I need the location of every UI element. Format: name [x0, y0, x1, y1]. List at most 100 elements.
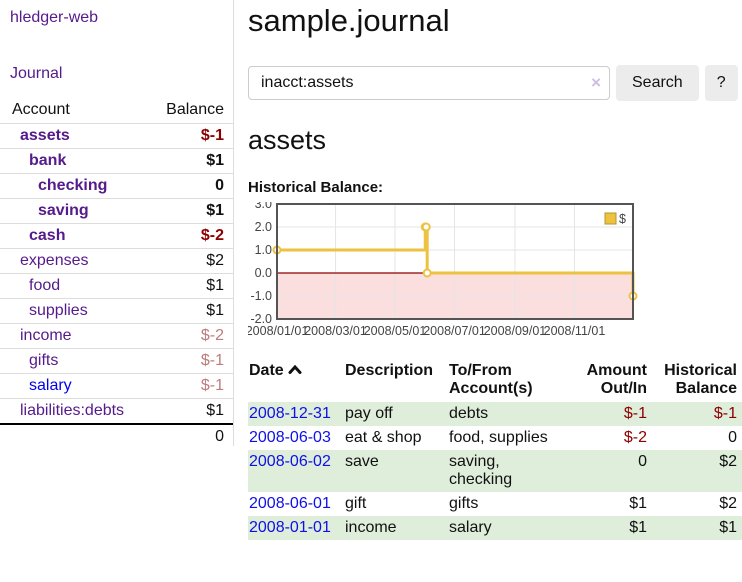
account-row: saving $1 [0, 198, 233, 224]
account-row: checking 0 [0, 173, 233, 199]
svg-text:2008/01/01: 2008/01/01 [248, 324, 308, 338]
transaction-description: income [345, 519, 397, 536]
svg-text:1.0: 1.0 [255, 243, 272, 257]
svg-text:-2.0: -2.0 [250, 312, 272, 326]
app-title-link[interactable]: hledger-web [10, 9, 99, 26]
account-row: bank $1 [0, 148, 233, 174]
accounts-header-row: Account Balance [0, 98, 233, 124]
transaction-amount: $-1 [623, 405, 647, 422]
account-link[interactable]: bank [29, 152, 67, 169]
legend-label: $ [619, 212, 626, 226]
account-balance: $2 [142, 248, 233, 274]
transaction-amount: 0 [638, 453, 647, 470]
account-link[interactable]: gifts [29, 352, 59, 369]
search-button[interactable]: Search [616, 65, 699, 101]
account-link[interactable]: checking [38, 177, 108, 194]
help-button[interactable]: ? [704, 65, 738, 101]
chart-title: Historical Balance: [248, 179, 384, 196]
transaction-description: gift [345, 495, 367, 512]
transaction-date-link[interactable]: 2008-12-31 [249, 405, 331, 422]
svg-text:2008/11/01: 2008/11/01 [544, 324, 606, 338]
accounts-table: Account Balance assets $-1 bank $1 checking 0… [0, 98, 233, 449]
transaction-date-link[interactable]: 2008-01-01 [249, 519, 331, 536]
data-point-marker [421, 222, 431, 232]
transaction-balance: $2 [719, 495, 737, 512]
account-row: gifts $-1 [0, 348, 233, 374]
register-table: Date Description To/From Account(s) Amount … [248, 360, 742, 540]
account-balance: $-1 [142, 373, 233, 399]
register-header-description: Description [345, 362, 434, 379]
account-link[interactable]: liabilities:debts [20, 402, 125, 419]
transaction-amount: $-2 [623, 429, 647, 446]
account-balance: $1 [142, 398, 233, 425]
account-row: liabilities:debts $1 [0, 398, 233, 425]
svg-text:0.0: 0.0 [255, 266, 272, 280]
account-row: supplies $1 [0, 298, 233, 324]
transaction-balance: $2 [719, 453, 737, 470]
account-balance: $-2 [142, 223, 233, 249]
account-balance: $-1 [142, 123, 233, 149]
transaction-balance: $1 [719, 519, 737, 536]
register-header-date[interactable]: Date [248, 360, 344, 402]
sidebar-item-journal[interactable]: Journal [10, 65, 63, 82]
transaction-accounts: saving, checking [449, 453, 513, 488]
register-row: 2008-06-01 gift gifts $1 $2 [248, 492, 742, 516]
transaction-date-link[interactable]: 2008-06-02 [249, 453, 331, 470]
balance-chart[interactable]: 3.0 2.0 1.0 0.0 -1.0 -2.0 2008/01/01 2008/03/01… [248, 202, 742, 344]
accounts-table-body: assets $-1 bank $1 checking 0 saving $1 cash $-2 e… [0, 123, 233, 425]
register-row: 2008-06-03 eat & shop food, supplies $-2 0 [248, 426, 742, 450]
transaction-balance: 0 [728, 429, 737, 446]
account-link[interactable]: saving [38, 202, 89, 219]
transaction-amount: $1 [629, 519, 647, 536]
account-link[interactable]: supplies [29, 302, 88, 319]
account-balance: $1 [142, 198, 233, 224]
transaction-accounts: debts [449, 405, 489, 422]
account-balance: 0 [142, 173, 233, 199]
accounts-total-balance: 0 [142, 423, 233, 449]
transaction-accounts: salary [449, 519, 492, 536]
account-link[interactable]: food [29, 277, 61, 294]
account-row: expenses $2 [0, 248, 233, 274]
register-header-row: Date Description To/From Account(s) Amount … [248, 360, 742, 402]
register-header-historical-balance: Historical Balance [664, 362, 737, 397]
accounts-total-row: 0 [0, 423, 233, 449]
account-balance: $1 [142, 298, 233, 324]
account-row: assets $-1 [0, 123, 233, 149]
account-link[interactable]: expenses [20, 252, 89, 269]
sort-asc-icon [288, 365, 302, 374]
account-heading: assets [248, 125, 327, 155]
svg-text:2008/05/01: 2008/05/01 [364, 324, 427, 338]
register-row: 2008-06-02 save saving, checking 0 $2 [248, 450, 742, 492]
transaction-description: pay off [345, 405, 393, 422]
account-row: income $-2 [0, 323, 233, 349]
register-row: 2008-12-31 pay off debts $-1 $-1 [248, 402, 742, 426]
transaction-amount: $1 [629, 495, 647, 512]
account-row: food $1 [0, 273, 233, 299]
search-input[interactable] [248, 66, 610, 100]
main-content: sample.journal × Search ? assets Histori… [248, 0, 742, 540]
transaction-accounts: gifts [449, 495, 479, 512]
svg-text:-1.0: -1.0 [250, 289, 272, 303]
data-point-marker [422, 268, 432, 278]
account-row: cash $-2 [0, 223, 233, 249]
account-balance: $-2 [142, 323, 233, 349]
clear-search-icon[interactable]: × [591, 73, 601, 92]
page-title: sample.journal [248, 3, 450, 38]
account-link[interactable]: salary [29, 377, 72, 394]
accounts-header-account: Account [0, 98, 143, 124]
svg-text:2008/07/01: 2008/07/01 [423, 324, 486, 338]
transaction-accounts: food, supplies [449, 429, 548, 446]
legend-swatch [604, 212, 617, 225]
svg-text:3.0: 3.0 [255, 202, 272, 211]
account-balance: $-1 [142, 348, 233, 374]
svg-text:2.0: 2.0 [255, 220, 272, 234]
register-row: 2008-01-01 income salary $1 $1 [248, 516, 742, 540]
account-balance: $1 [142, 148, 233, 174]
register-table-body: 2008-12-31 pay off debts $-1 $-1 2008-06-03 ea… [248, 402, 742, 540]
register-header-amount-out-in: Amount Out/In [586, 362, 647, 397]
transaction-date-link[interactable]: 2008-06-01 [249, 495, 331, 512]
account-link[interactable]: cash [29, 227, 66, 244]
transaction-date-link[interactable]: 2008-06-03 [249, 429, 331, 446]
account-link[interactable]: income [20, 327, 72, 344]
account-link[interactable]: assets [20, 127, 70, 144]
